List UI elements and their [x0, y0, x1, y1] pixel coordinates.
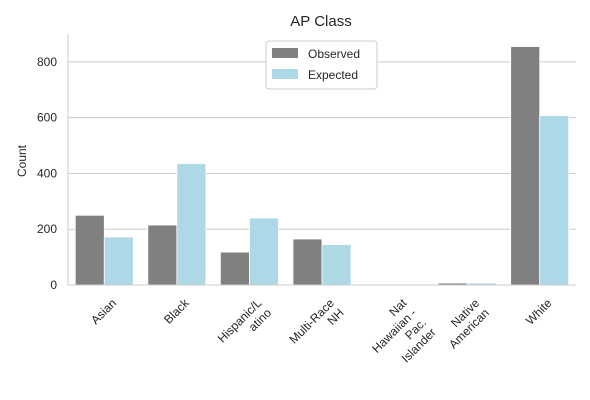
x-ticks: Asian Black Hispanic/Latino Multi-RaceNH Nat… [88, 295, 555, 376]
y-tick-label: 200 [37, 222, 57, 236]
bar-observed-1 [147, 224, 178, 286]
bars [74, 46, 570, 286]
y-tick-label: 0 [50, 278, 57, 292]
x-tick-label: Hispanic/Latino [215, 296, 275, 356]
chart-title: AP Class [290, 13, 351, 30]
y-ticks: 0 200 400 600 800 [37, 55, 57, 292]
x-tick-label: Black [161, 295, 192, 326]
legend-label-expected: Expected [308, 68, 358, 82]
legend: Observed Expected [265, 40, 378, 90]
x-tick-label: NatHawaiian -Pac.Islander [359, 296, 439, 376]
bar-observed-3 [292, 238, 323, 286]
x-tick-label: Multi-RaceNH [286, 296, 346, 356]
x-tick-label: White [523, 296, 555, 328]
x-tick-label: NativeAmerican [436, 296, 492, 352]
bar-observed-6 [510, 46, 541, 286]
bar-observed-2 [219, 251, 250, 286]
legend-label-observed: Observed [308, 47, 360, 61]
bar-expected-1 [176, 163, 207, 286]
y-axis-label: Count [15, 144, 29, 177]
legend-swatch-observed [272, 48, 298, 58]
bar-expected-0 [103, 236, 134, 286]
axes [67, 34, 576, 286]
legend-swatch-expected [272, 69, 298, 79]
bar-expected-6 [539, 115, 570, 286]
y-tick-label: 400 [37, 166, 57, 180]
bar-expected-2 [249, 217, 279, 286]
y-tick-label: 800 [37, 55, 57, 69]
bar-expected-3 [321, 244, 352, 286]
bar-observed-0 [74, 214, 105, 286]
y-tick-label: 600 [37, 111, 57, 125]
x-tick-label: Asian [88, 296, 119, 327]
